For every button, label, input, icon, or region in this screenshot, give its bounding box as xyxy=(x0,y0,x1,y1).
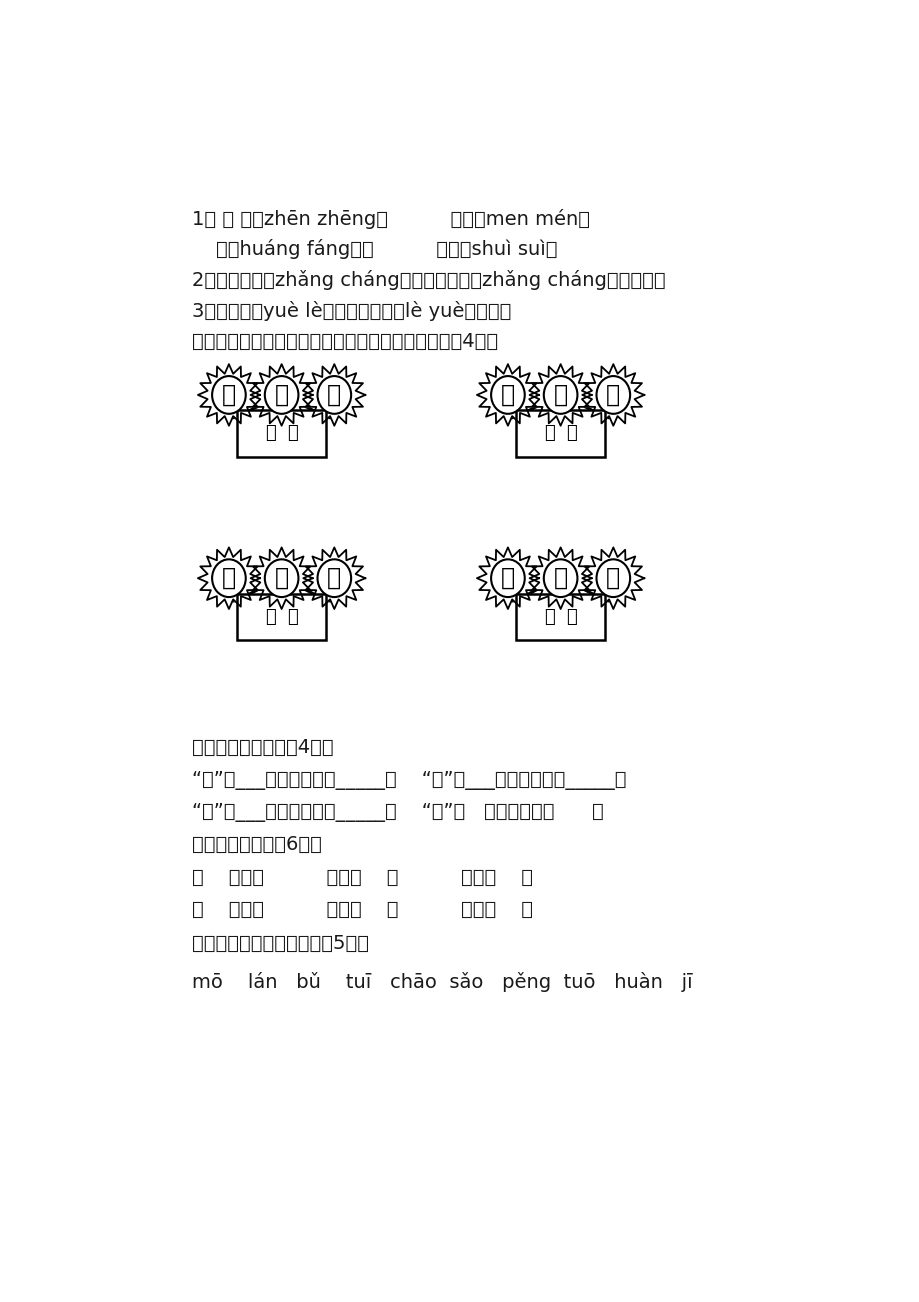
Ellipse shape xyxy=(317,376,351,414)
Text: （: （ xyxy=(265,424,276,443)
Ellipse shape xyxy=(265,560,298,598)
Text: （: （ xyxy=(544,608,554,626)
Text: 眠: 眠 xyxy=(500,383,515,408)
Text: 黄（huáng fáng）牛          七岁（shuì suì）: 黄（huáng fáng）牛 七岁（shuì suì） xyxy=(216,240,557,259)
Polygon shape xyxy=(582,547,643,609)
Ellipse shape xyxy=(212,560,245,598)
Text: ）: ） xyxy=(565,608,576,626)
Ellipse shape xyxy=(491,376,524,414)
Text: “连”共___画，第六画是_____。    “专”共___画，第三画是_____。: “连”共___画，第六画是_____。 “专”共___画，第三画是_____。 xyxy=(192,771,627,790)
Text: 3、学音乐（yuè lè）是一件快乐（lè yuè）的事。: 3、学音乐（yuè lè）是一件快乐（lè yuè）的事。 xyxy=(192,301,511,322)
Ellipse shape xyxy=(212,376,245,414)
Ellipse shape xyxy=(543,560,577,598)
Text: “朵”共___画，第二画是_____。    “队”共   话，第一画是      。: “朵”共___画，第二画是_____。 “队”共 话，第一画是 。 xyxy=(192,803,604,822)
Text: 谁: 谁 xyxy=(221,566,236,590)
Ellipse shape xyxy=(543,376,577,414)
Text: 睁: 睁 xyxy=(553,383,567,408)
Text: 蜓: 蜓 xyxy=(274,383,289,408)
Text: （: （ xyxy=(265,608,276,626)
Text: （: （ xyxy=(544,424,554,443)
Polygon shape xyxy=(529,547,591,609)
Ellipse shape xyxy=(596,376,630,414)
Text: ）: ） xyxy=(565,424,576,443)
Text: 八、写反义词。（6分）: 八、写反义词。（6分） xyxy=(192,836,322,854)
Text: 会: 会 xyxy=(500,566,515,590)
Text: 七、生字加油站。（4分）: 七、生字加油站。（4分） xyxy=(192,738,334,758)
Polygon shape xyxy=(476,365,539,426)
Polygon shape xyxy=(198,547,260,609)
Polygon shape xyxy=(476,547,539,609)
Polygon shape xyxy=(529,365,591,426)
Text: ）: ） xyxy=(287,608,298,626)
Bar xyxy=(237,594,326,639)
Text: 难: 难 xyxy=(274,566,289,590)
Text: （    ）一后          晚一（    ）          男一（    ）: （ ）一后 晚一（ ） 男一（ ） xyxy=(192,900,533,919)
Text: 蚌: 蚌 xyxy=(327,383,341,408)
Bar xyxy=(516,594,605,639)
Polygon shape xyxy=(250,547,312,609)
Ellipse shape xyxy=(317,560,351,598)
Text: 六、看看你发现了什么，把你的发现写在花盆上。（4分）: 六、看看你发现了什么，把你的发现写在花盆上。（4分） xyxy=(192,332,498,350)
Polygon shape xyxy=(198,365,260,426)
Polygon shape xyxy=(582,365,643,426)
Ellipse shape xyxy=(596,560,630,598)
Ellipse shape xyxy=(265,376,298,414)
Text: ）: ） xyxy=(287,424,298,443)
Bar xyxy=(237,410,326,457)
Text: （    ）一少          哭一（    ）          近一（    ）: （ ）一少 哭一（ ） 近一（ ） xyxy=(192,867,533,887)
Polygon shape xyxy=(303,547,365,609)
Polygon shape xyxy=(250,365,312,426)
Text: 2、小松鼠长（zhǎng cháng）着一条长长（zhǎng cháng）的尾巴。: 2、小松鼠长（zhǎng cháng）着一条长长（zhǎng cháng）的尾巴… xyxy=(192,271,665,290)
Text: mō    lán   bǔ    tuī   chāo  sǎo   pěng  tuō   huàn   jī: mō lán bǔ tuī chāo sǎo pěng tuō huàn jī xyxy=(192,973,692,992)
Text: 九、拼音、汉字连一连。（5分）: 九、拼音、汉字连一连。（5分） xyxy=(192,934,369,953)
Bar xyxy=(516,410,605,457)
Ellipse shape xyxy=(491,560,524,598)
Text: 全: 全 xyxy=(606,566,619,590)
Text: 1、 认 真（zhēn zhēng）          我们（men mén）: 1、 认 真（zhēn zhēng） 我们（men mén） xyxy=(192,208,590,229)
Polygon shape xyxy=(303,365,365,426)
Text: 合: 合 xyxy=(553,566,567,590)
Text: 蜻: 蜻 xyxy=(221,383,236,408)
Text: 准: 准 xyxy=(327,566,341,590)
Text: 眼: 眼 xyxy=(606,383,619,408)
